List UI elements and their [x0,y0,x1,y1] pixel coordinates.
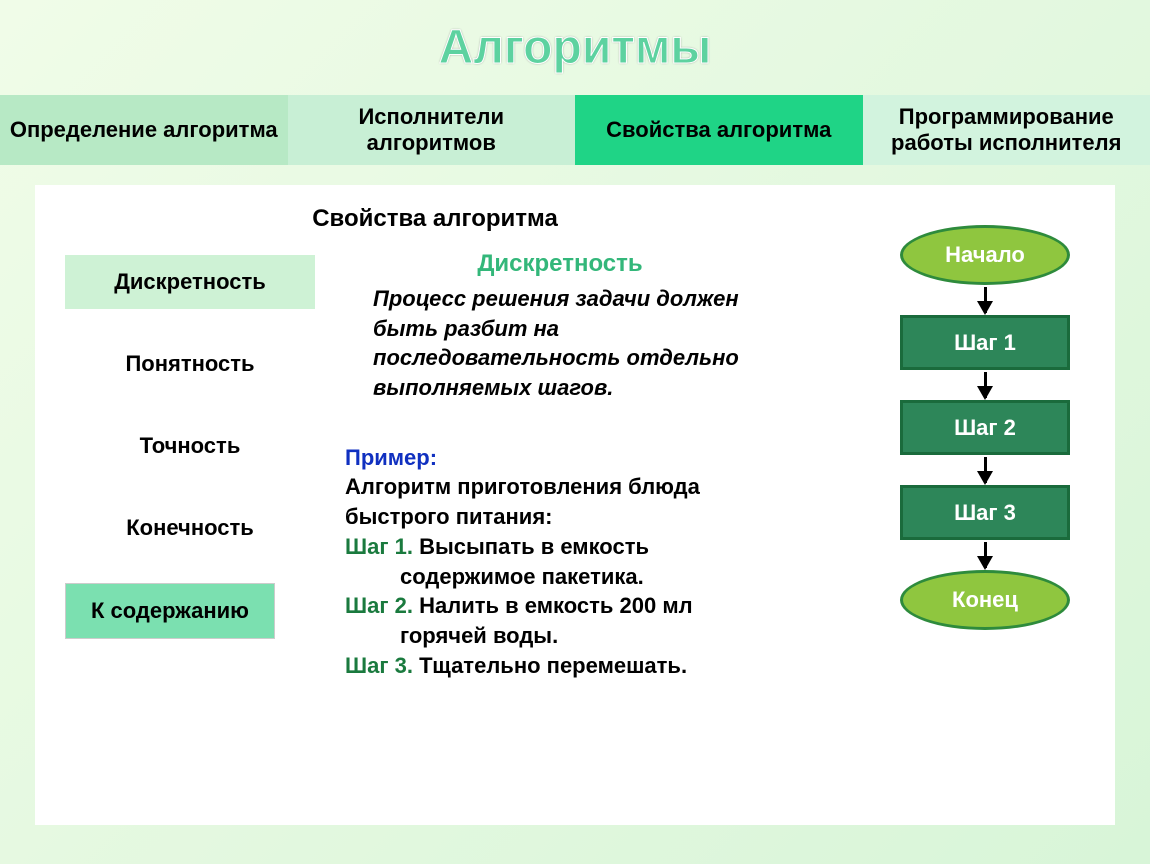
page-title: Алгоритмы [0,0,1150,85]
back-to-contents-button[interactable]: К содержанию [65,583,275,639]
arrow-icon [984,542,987,568]
example-step-2: Шаг 2. Налить в емкость 200 мл [345,591,775,621]
property-discreteness[interactable]: Дискретность [65,255,315,309]
example-intro: Алгоритм приготовления блюда быстрого пи… [345,472,775,531]
example-step-1-cont: содержимое пакетика. [345,562,775,592]
example-block: Пример: Алгоритм приготовления блюда быс… [345,443,775,681]
detail-description: Процесс решения задачи должен быть разби… [345,284,775,403]
arrow-icon [984,457,987,483]
tab-programming[interactable]: Программирование работы исполнителя [863,95,1150,165]
tab-executors[interactable]: Исполнители алгоритмов [288,95,576,165]
example-step-2-cont: горячей воды. [345,621,775,651]
property-precision[interactable]: Точность [65,419,315,473]
example-step-3: Шаг 3. Тщательно перемешать. [345,651,775,681]
detail-title: Дискретность [345,250,775,278]
tab-definition[interactable]: Определение алгоритма [0,95,288,165]
arrow-icon [984,372,987,398]
flowchart-step-3: Шаг 3 [900,485,1070,540]
tab-properties[interactable]: Свойства алгоритма [575,95,863,165]
tab-bar: Определение алгоритма Исполнители алгори… [0,95,1150,165]
example-label: Пример: [345,445,437,470]
flowchart-step-1: Шаг 1 [900,315,1070,370]
property-clarity[interactable]: Понятность [65,337,315,391]
flowchart-start: Начало [900,225,1070,285]
flowchart: Начало Шаг 1 Шаг 2 Шаг 3 Конец [895,225,1075,630]
flowchart-step-2: Шаг 2 [900,400,1070,455]
property-finiteness[interactable]: Конечность [65,501,315,555]
detail-panel: Дискретность Процесс решения задачи долж… [345,250,775,680]
property-list: Дискретность Понятность Точность Конечно… [65,255,315,639]
example-step-1: Шаг 1. Высыпать в емкость [345,532,775,562]
flowchart-end: Конец [900,570,1070,630]
content-panel: Свойства алгоритма Дискретность Понятнос… [35,185,1115,825]
arrow-icon [984,287,987,313]
